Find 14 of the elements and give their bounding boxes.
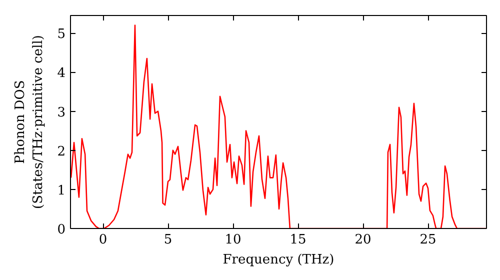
x-tick-label: 10: [224, 232, 242, 248]
y-tick-label: 4: [57, 66, 66, 82]
x-tick-label: 25: [420, 232, 436, 248]
x-axis-title: Frequency (THz): [222, 252, 334, 268]
y-tick-label: 2: [57, 144, 66, 160]
x-tick-label: 5: [164, 232, 172, 248]
x-tick-label: 15: [290, 232, 306, 248]
x-tick-label: 20: [354, 232, 372, 248]
y-tick-label: 0: [57, 222, 66, 238]
y-tick-label: 3: [57, 105, 66, 120]
y-tick-label: 1: [57, 183, 66, 198]
y-axis-title: Phonon DOS (States/THz·primitive cell): [13, 34, 46, 209]
x-tick-label: 0: [98, 232, 108, 248]
y-tick-label: 5: [57, 27, 66, 42]
